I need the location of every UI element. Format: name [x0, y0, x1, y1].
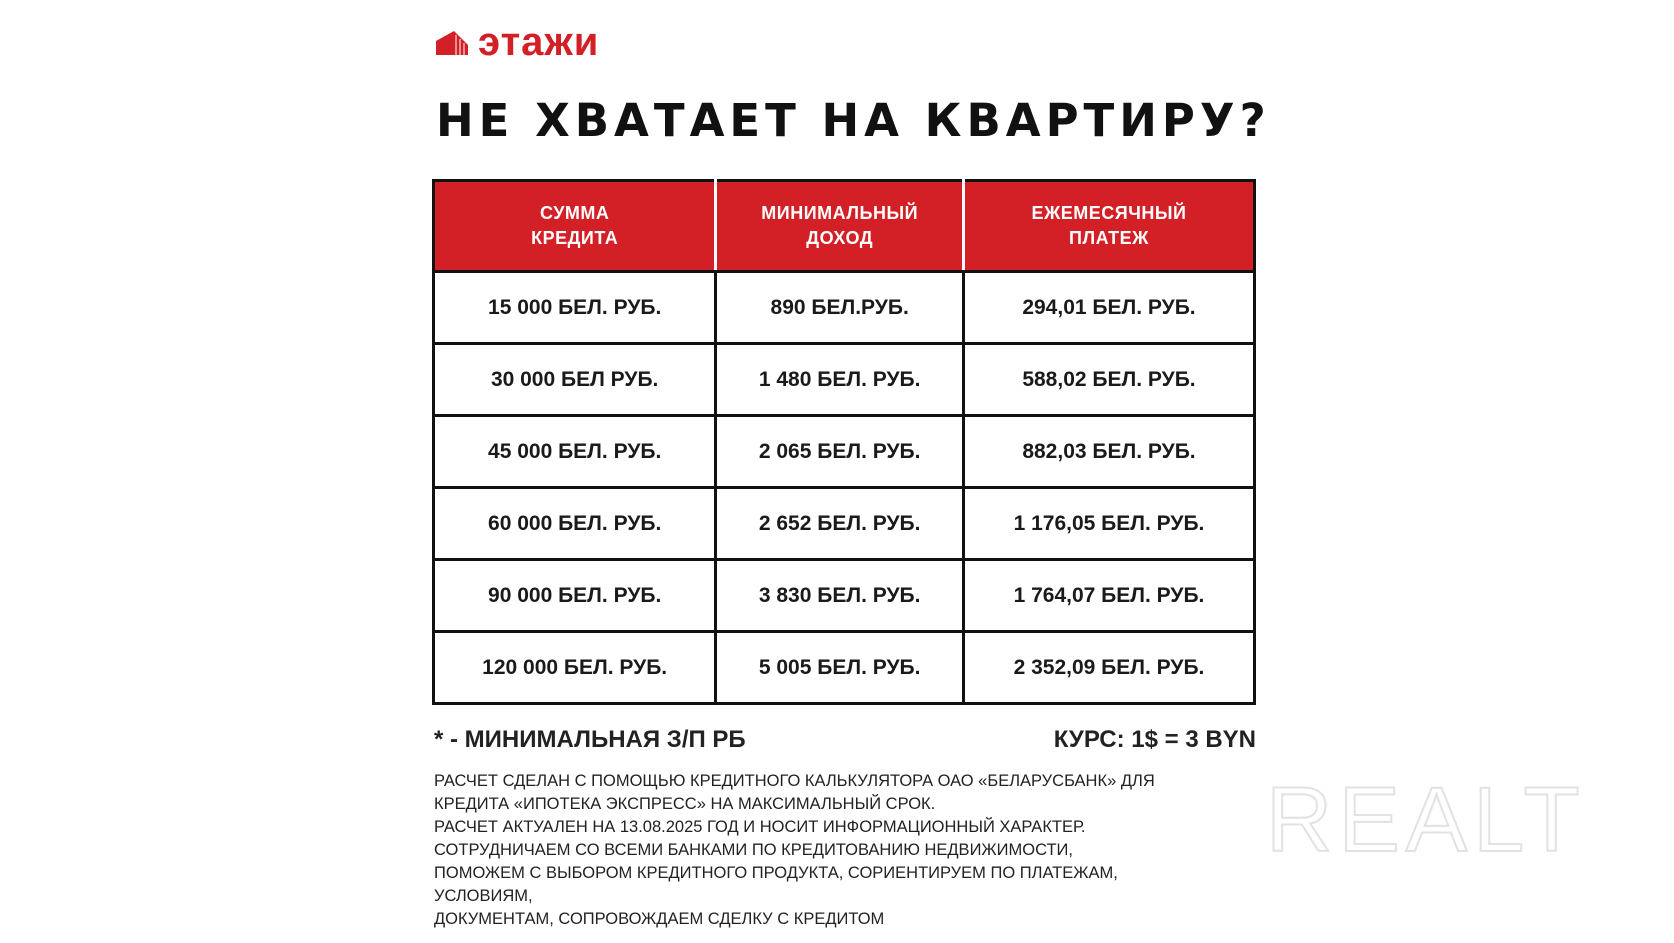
brand-name: этажи [478, 20, 600, 64]
min-income-cell: 3 830 БЕЛ. РУБ. [714, 558, 965, 633]
footnote: * - МИНИМАЛЬНАЯ З/П РБ [434, 726, 746, 753]
brand-logo: этажи [436, 22, 599, 62]
loan-amount-cell: 90 000 БЕЛ. РУБ. [431, 558, 718, 633]
loan-amount-cell: 30 000 БЕЛ РУБ. [431, 342, 718, 417]
min-income-cell: 2 652 БЕЛ. РУБ. [714, 486, 965, 561]
monthly-payment-cell: 2 352,09 БЕЛ. РУБ. [961, 630, 1257, 705]
disclaimer-line: УСЛОВИЯМ, [434, 887, 533, 905]
monthly-payment-cell: 294,01 БЕЛ. РУБ. [961, 270, 1257, 345]
table-row: 15 000 БЕЛ. РУБ. 890 БЕЛ.РУБ. 294,01 БЕЛ. … [431, 270, 1257, 345]
monthly-payment-cell: 588,02 БЕЛ. РУБ. [961, 342, 1257, 417]
disclaimer-line: КРЕДИТА «ИПОТЕКА ЭКСПРЕСС» НА МАКСИМАЛЬН… [434, 795, 936, 813]
table-header-row: СУММА КРЕДИТА МИНИМАЛЬНЫЙ ДОХОД ЕЖЕМЕСЯЧ… [431, 179, 1257, 273]
monthly-payment-cell: 1 176,05 БЕЛ. РУБ. [961, 486, 1257, 561]
page-title: НЕ ХВАТАЕТ НА КВАРТИРУ? [436, 94, 1271, 147]
disclaimer-line: СОТРУДНИЧАЕМ СО ВСЕМИ БАНКАМИ ПО КРЕДИТО… [434, 841, 1073, 859]
min-income-cell: 1 480 БЕЛ. РУБ. [714, 342, 965, 417]
disclaimer-line: РАСЧЕТ СДЕЛАН С ПОМОЩЬЮ КРЕДИТНОГО КАЛЬК… [434, 772, 1155, 790]
header-monthly-payment: ЕЖЕМЕСЯЧНЫЙ ПЛАТЕЖ [961, 179, 1257, 273]
table-row: 120 000 БЕЛ. РУБ. 5 005 БЕЛ. РУБ. 2 352,09… [431, 630, 1257, 705]
header-min-income: МИНИМАЛЬНЫЙ ДОХОД [714, 179, 965, 273]
building-logo-icon [436, 31, 468, 55]
disclaimer-line: РАСЧЕТ АКТУАЛЕН НА 13.08.2025 ГОД И НОСИ… [434, 818, 1086, 836]
table-row: 30 000 БЕЛ РУБ. 1 480 БЕЛ. РУБ. 588,02 БЕЛ… [431, 342, 1257, 417]
monthly-payment-cell: 882,03 БЕЛ. РУБ. [961, 414, 1257, 489]
disclaimer-line: ПОМОЖЕМ С ВЫБОРОМ КРЕДИТНОГО ПРОДУКТА, С… [434, 864, 1118, 882]
header-loan-amount: СУММА КРЕДИТА [431, 179, 718, 273]
min-income-cell: 5 005 БЕЛ. РУБ. [714, 630, 965, 705]
loan-amount-cell: 45 000 БЕЛ. РУБ. [431, 414, 718, 489]
loan-amount-cell: 120 000 БЕЛ. РУБ. [431, 630, 718, 705]
min-income-cell: 2 065 БЕЛ. РУБ. [714, 414, 965, 489]
disclaimer: РАСЧЕТ СДЕЛАН С ПОМОЩЬЮ КРЕДИТНОГО КАЛЬК… [434, 770, 1254, 931]
min-income-cell: 890 БЕЛ.РУБ. [714, 270, 965, 345]
monthly-payment-cell: 1 764,07 БЕЛ. РУБ. [961, 558, 1257, 633]
table-row: 90 000 БЕЛ. РУБ. 3 830 БЕЛ. РУБ. 1 764,07 … [431, 558, 1257, 633]
watermark: REALT [1265, 769, 1586, 871]
exchange-rate: КУРС: 1$ = 3 BYN [1053, 726, 1256, 753]
loan-table: СУММА КРЕДИТА МИНИМАЛЬНЫЙ ДОХОД ЕЖЕМЕСЯЧ… [431, 179, 1257, 705]
loan-amount-cell: 60 000 БЕЛ. РУБ. [431, 486, 718, 561]
table-row: 60 000 БЕЛ. РУБ. 2 652 БЕЛ. РУБ. 1 176,05 … [431, 486, 1257, 561]
disclaimer-line: ДОКУМЕНТАМ, СОПРОВОЖДАЕМ СДЕЛКУ С КРЕДИТ… [434, 910, 885, 928]
loan-amount-cell: 15 000 БЕЛ. РУБ. [431, 270, 718, 345]
table-row: 45 000 БЕЛ. РУБ. 2 065 БЕЛ. РУБ. 882,03 БЕ… [431, 414, 1257, 489]
